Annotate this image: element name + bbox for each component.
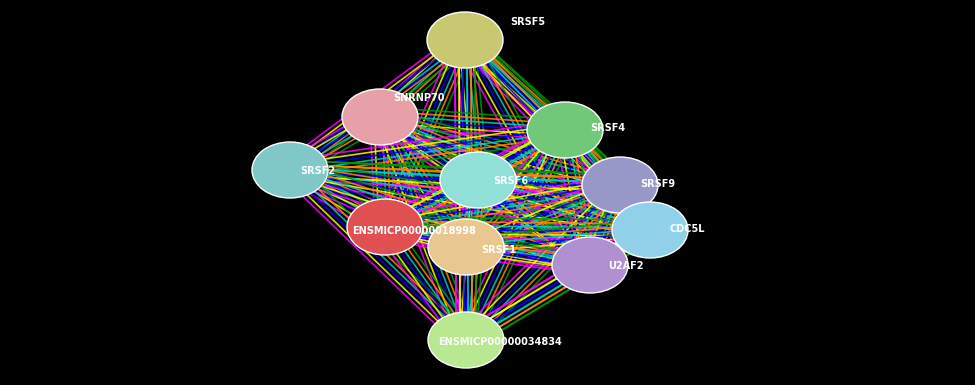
Ellipse shape bbox=[440, 152, 516, 208]
Ellipse shape bbox=[612, 202, 688, 258]
Ellipse shape bbox=[252, 142, 328, 198]
Ellipse shape bbox=[527, 102, 603, 158]
Text: SNRNP70: SNRNP70 bbox=[393, 93, 445, 103]
Text: SRSF4: SRSF4 bbox=[590, 123, 625, 133]
Ellipse shape bbox=[428, 219, 504, 275]
Text: CDC5L: CDC5L bbox=[669, 224, 705, 234]
Text: ENSMICP00000018998: ENSMICP00000018998 bbox=[352, 226, 476, 236]
Text: SRSF5: SRSF5 bbox=[510, 17, 545, 27]
Text: SRSF1: SRSF1 bbox=[481, 245, 516, 255]
Text: U2AF2: U2AF2 bbox=[608, 261, 644, 271]
Ellipse shape bbox=[582, 157, 658, 213]
Text: SRSF2: SRSF2 bbox=[300, 166, 335, 176]
Text: ENSMICP00000034834: ENSMICP00000034834 bbox=[438, 337, 562, 347]
Ellipse shape bbox=[347, 199, 423, 255]
Ellipse shape bbox=[427, 12, 503, 68]
Ellipse shape bbox=[428, 312, 504, 368]
Ellipse shape bbox=[552, 237, 628, 293]
Ellipse shape bbox=[342, 89, 418, 145]
Text: SRSF9: SRSF9 bbox=[640, 179, 675, 189]
Text: SRSF6: SRSF6 bbox=[493, 176, 528, 186]
